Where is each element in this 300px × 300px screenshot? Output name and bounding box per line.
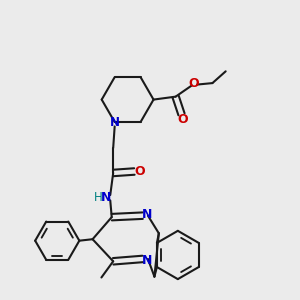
Text: O: O xyxy=(178,113,188,126)
Text: N: N xyxy=(142,208,152,221)
Text: N: N xyxy=(142,254,152,267)
Text: O: O xyxy=(189,77,200,91)
Text: H: H xyxy=(94,191,103,204)
Text: N: N xyxy=(110,116,120,128)
Text: O: O xyxy=(134,165,145,178)
Text: N: N xyxy=(100,191,111,204)
